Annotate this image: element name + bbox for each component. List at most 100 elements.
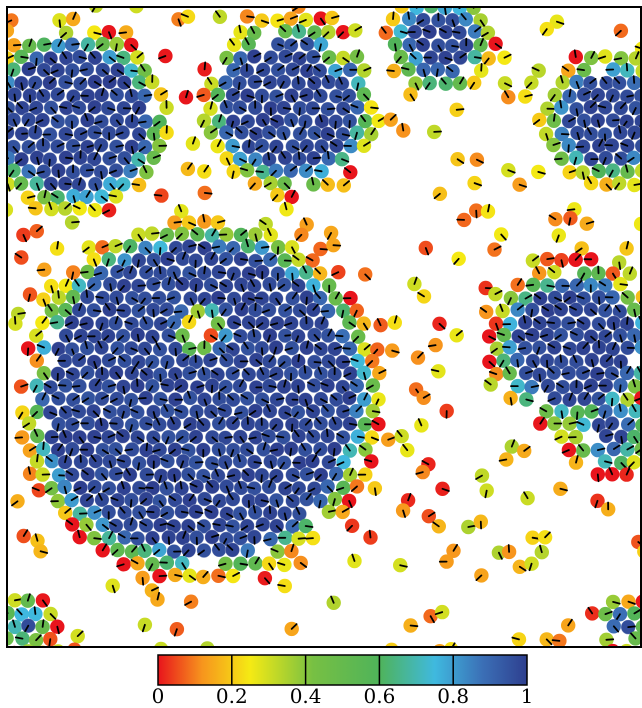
particle (180, 466, 196, 482)
particle (358, 114, 373, 129)
particle (73, 659, 87, 673)
particle (42, 50, 59, 67)
particle (65, 366, 81, 382)
particle (161, 529, 177, 545)
particle (553, 301, 569, 317)
particle (554, 429, 569, 444)
particle (153, 188, 169, 203)
particle (212, 9, 228, 24)
particle (95, 36, 110, 52)
colorbar: 0 0.2 0.4 0.6 0.8 1 (152, 654, 533, 708)
particle (605, 112, 621, 129)
particle (613, 276, 629, 292)
particle (217, 430, 234, 446)
particle (626, 429, 642, 445)
particle (50, 366, 66, 382)
particle (553, 354, 569, 370)
particle (350, 429, 366, 444)
particle (467, 49, 483, 65)
particle (64, 467, 80, 483)
particle (248, 379, 265, 395)
particle (313, 11, 328, 26)
particle (14, 49, 29, 64)
particle (166, 289, 182, 305)
particle (407, 24, 423, 40)
particle (131, 504, 147, 520)
particle (271, 240, 286, 255)
particle (305, 253, 320, 268)
particle (305, 150, 322, 166)
particle (232, 151, 248, 167)
particle (153, 240, 168, 256)
particle (152, 114, 167, 129)
particle (233, 227, 249, 243)
particle (152, 442, 168, 458)
particle (538, 126, 554, 142)
particle (364, 127, 379, 142)
particle (22, 87, 38, 104)
particle (71, 278, 87, 293)
particle (27, 124, 43, 141)
particle (304, 453, 321, 469)
particle (225, 87, 241, 103)
particle (342, 290, 358, 306)
particle (349, 49, 365, 64)
particle (291, 252, 306, 267)
particle (123, 340, 139, 356)
particle (86, 252, 102, 267)
particle (525, 277, 541, 292)
particle (95, 240, 110, 255)
particle (583, 377, 599, 394)
particle (474, 63, 489, 78)
particle (102, 453, 118, 469)
particle (101, 480, 117, 496)
particle (326, 441, 343, 457)
particle (570, 405, 585, 421)
particle (583, 151, 599, 167)
particle (248, 227, 263, 243)
particle (80, 415, 96, 431)
particle (153, 468, 169, 484)
particle (583, 278, 598, 293)
colorbar-tick-label: 0.6 (363, 684, 395, 708)
particle (233, 404, 250, 421)
particle (122, 467, 138, 483)
particle (101, 252, 117, 267)
particle (576, 290, 592, 306)
particle (421, 24, 438, 40)
particle (7, 13, 19, 28)
particle (137, 290, 153, 307)
particle (241, 366, 257, 382)
particle (218, 352, 234, 368)
particle (101, 378, 117, 395)
particle (269, 441, 285, 458)
particle (65, 517, 80, 532)
particle (387, 315, 402, 330)
particle (438, 24, 454, 40)
particle (347, 553, 362, 569)
particle (166, 315, 182, 330)
particle (210, 139, 225, 154)
particle (173, 404, 190, 420)
particle (373, 318, 388, 333)
particle (145, 74, 160, 90)
particle (80, 466, 96, 482)
particle (342, 467, 358, 483)
particle (283, 163, 298, 178)
particle (71, 378, 88, 394)
particle (87, 479, 103, 495)
particle (525, 353, 541, 369)
particle (197, 164, 212, 179)
particle (87, 25, 102, 40)
particle (568, 455, 584, 470)
particle (306, 125, 323, 141)
particle (132, 75, 147, 90)
particle (87, 176, 103, 192)
particle (7, 38, 22, 53)
particle (342, 113, 358, 129)
particle (129, 404, 145, 420)
particle (501, 163, 516, 178)
particle (569, 278, 585, 293)
particle (239, 518, 255, 534)
particle (591, 316, 607, 332)
